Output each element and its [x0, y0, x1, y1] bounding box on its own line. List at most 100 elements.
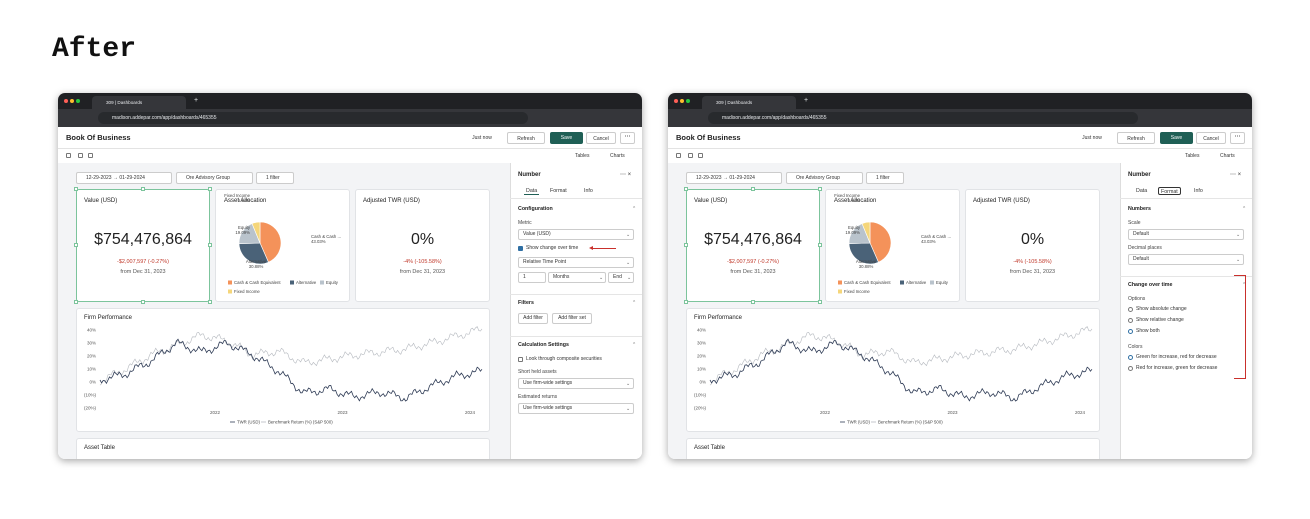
header-button[interactable]: Cancel: [586, 132, 616, 144]
radio[interactable]: [1128, 354, 1133, 360]
radio-label: Green for increase, red for decrease: [1136, 354, 1217, 360]
view-button[interactable]: Tables: [1185, 153, 1200, 159]
new-tab[interactable]: +: [194, 97, 199, 104]
view-button[interactable]: Tables: [575, 153, 590, 159]
more-button[interactable]: ⋯: [1230, 132, 1245, 144]
filter-chip[interactable]: 12-29-2023 → 01-29-2024: [686, 172, 782, 184]
panel-icons[interactable]: ⋯ ×: [620, 172, 632, 178]
window-control[interactable]: [76, 99, 80, 103]
more-button[interactable]: ⋯: [620, 132, 635, 144]
header-button[interactable]: Save: [550, 132, 583, 144]
omnibox[interactable]: [98, 112, 528, 124]
allocation-card[interactable]: [215, 189, 350, 302]
toolbar-icon[interactable]: [66, 153, 71, 158]
toolbar-icon[interactable]: [698, 153, 703, 158]
twr-card[interactable]: [965, 189, 1100, 302]
section-chevron[interactable]: ⌃: [1242, 282, 1247, 288]
panel-tab[interactable]: Info: [1194, 188, 1203, 194]
select[interactable]: 1: [518, 272, 546, 283]
resize-handle[interactable]: [141, 300, 145, 304]
resize-handle[interactable]: [818, 243, 822, 247]
select-chevron: ⌄: [1236, 231, 1241, 238]
toolbar-icon[interactable]: [676, 153, 681, 158]
performance-card[interactable]: [76, 308, 490, 432]
resize-handle[interactable]: [751, 300, 755, 304]
section-title: Change over time: [1128, 282, 1173, 288]
header-button[interactable]: Refresh: [507, 132, 545, 144]
select[interactable]: Months: [548, 272, 606, 283]
section-chevron[interactable]: ⌃: [1242, 206, 1247, 212]
select-chevron: ⌄: [626, 380, 631, 387]
radio[interactable]: [1128, 317, 1133, 323]
button[interactable]: Add filter set: [552, 313, 592, 324]
filter-chip[interactable]: 1 filter: [866, 172, 904, 184]
tab[interactable]: [92, 96, 186, 109]
header-button[interactable]: Save: [1160, 132, 1193, 144]
resize-handle[interactable]: [684, 187, 688, 191]
resize-handle[interactable]: [208, 243, 212, 247]
select[interactable]: End: [608, 272, 634, 283]
omnibox[interactable]: [708, 112, 1138, 124]
resize-handle[interactable]: [684, 243, 688, 247]
toolbar-icon[interactable]: [78, 153, 83, 158]
filter-chip[interactable]: Ore Advisory Group: [786, 172, 863, 184]
filter-chip[interactable]: Ore Advisory Group: [176, 172, 253, 184]
toolbar-icon[interactable]: [88, 153, 93, 158]
header-button[interactable]: Cancel: [1196, 132, 1226, 144]
window-control[interactable]: [64, 99, 68, 103]
checkbox[interactable]: [518, 245, 523, 251]
allocation-card[interactable]: [825, 189, 960, 302]
select[interactable]: Use firm-wide settings: [518, 378, 634, 389]
select-chevron: ⌄: [627, 274, 632, 281]
checkbox[interactable]: [518, 356, 523, 362]
view-button[interactable]: Charts: [610, 153, 625, 159]
radio[interactable]: [1128, 306, 1133, 312]
window-control[interactable]: [674, 99, 678, 103]
radio[interactable]: [1128, 365, 1133, 371]
resize-handle[interactable]: [74, 300, 78, 304]
resize-handle[interactable]: [818, 300, 822, 304]
radio[interactable]: [1128, 328, 1133, 334]
value-card[interactable]: [686, 189, 820, 302]
resize-handle[interactable]: [74, 243, 78, 247]
twr-card[interactable]: [355, 189, 490, 302]
resize-handle[interactable]: [751, 187, 755, 191]
resize-handle[interactable]: [74, 187, 78, 191]
section-chevron[interactable]: ⌃: [632, 342, 637, 348]
resize-handle[interactable]: [208, 187, 212, 191]
panel-tab[interactable]: Format: [1158, 187, 1181, 195]
select[interactable]: Use firm-wide settings: [518, 403, 634, 414]
tab[interactable]: [702, 96, 796, 109]
select[interactable]: Value (USD): [518, 229, 634, 240]
panel-tab[interactable]: Data: [524, 188, 540, 195]
asset-table-card[interactable]: [686, 438, 1100, 459]
filter-chip[interactable]: 12-29-2023 → 01-29-2024: [76, 172, 172, 184]
header-button[interactable]: Just now: [1077, 132, 1107, 144]
window-control[interactable]: [70, 99, 74, 103]
panel-tab[interactable]: Format: [550, 188, 567, 194]
resize-handle[interactable]: [818, 187, 822, 191]
button[interactable]: Add filter: [518, 313, 548, 324]
resize-handle[interactable]: [208, 300, 212, 304]
window-control[interactable]: [680, 99, 684, 103]
new-tab[interactable]: +: [804, 97, 809, 104]
value-card[interactable]: [76, 189, 210, 302]
window-control[interactable]: [686, 99, 690, 103]
section-chevron[interactable]: ⌃: [632, 300, 637, 306]
asset-table-card[interactable]: [76, 438, 490, 459]
panel-tab[interactable]: Data: [1136, 188, 1148, 194]
header-button[interactable]: Refresh: [1117, 132, 1155, 144]
filter-chip[interactable]: 1 filter: [256, 172, 294, 184]
header-button[interactable]: Just now: [467, 132, 497, 144]
panel-tab[interactable]: Info: [584, 188, 593, 194]
select[interactable]: Default: [1128, 254, 1244, 265]
view-button[interactable]: Charts: [1220, 153, 1235, 159]
select[interactable]: Relative Time Point: [518, 257, 634, 268]
panel-icons[interactable]: ⋯ ×: [1230, 172, 1242, 178]
performance-card[interactable]: [686, 308, 1100, 432]
toolbar-icon[interactable]: [688, 153, 693, 158]
section-chevron[interactable]: ⌃: [632, 206, 637, 212]
select[interactable]: Default: [1128, 229, 1244, 240]
resize-handle[interactable]: [684, 300, 688, 304]
resize-handle[interactable]: [141, 187, 145, 191]
